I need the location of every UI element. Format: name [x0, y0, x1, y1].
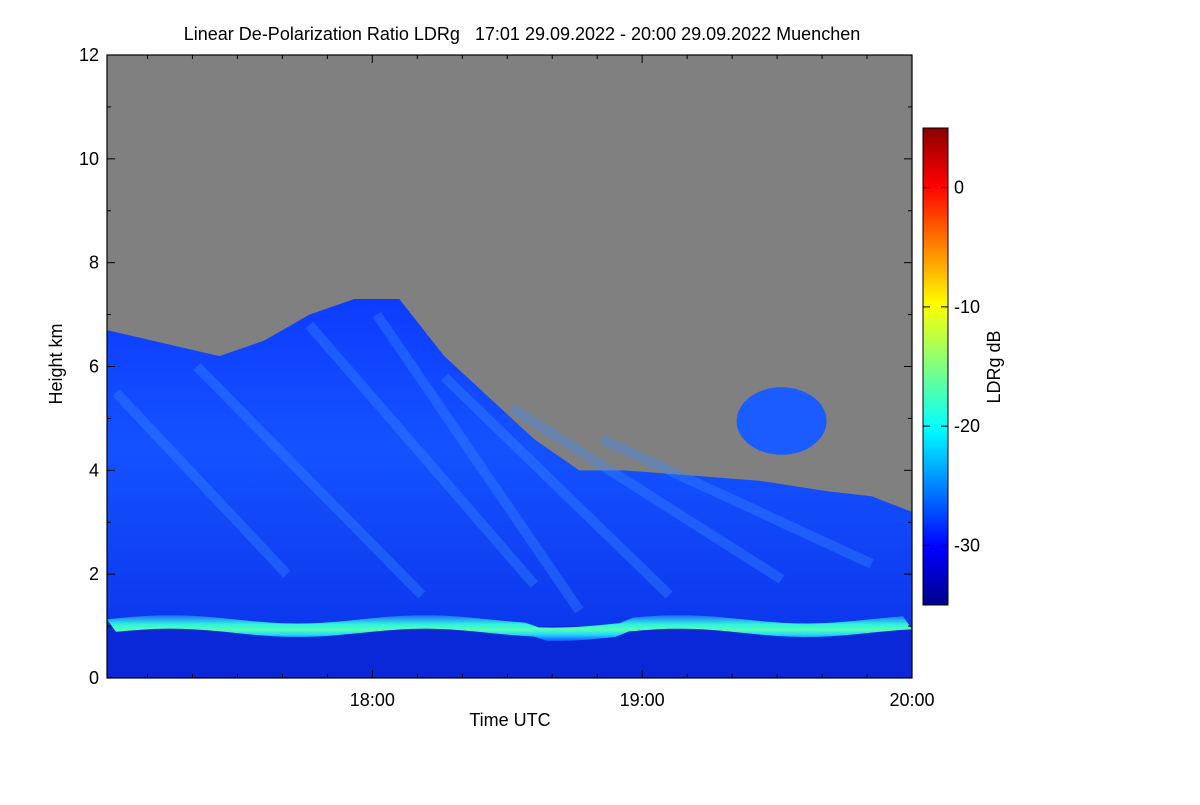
colorbar-tick-label: -30	[954, 535, 980, 555]
y-tick-label: 6	[89, 357, 99, 377]
y-tick-label: 8	[89, 253, 99, 273]
x-tick-label: 19:00	[620, 690, 665, 710]
colorbar-label: LDRg dB	[984, 330, 1004, 403]
fall-streak	[193, 362, 426, 599]
y-tick-label: 0	[89, 668, 99, 688]
upper-cloud-patch	[736, 387, 827, 455]
x-tick-label: 20:00	[889, 690, 934, 710]
y-tick-label: 12	[79, 45, 99, 65]
colorbar-gradient	[922, 127, 949, 606]
cloud-region	[107, 299, 912, 678]
y-tick-label: 2	[89, 564, 99, 584]
colorbar-tick-label: -20	[954, 416, 980, 436]
plot-area	[107, 55, 912, 678]
y-tick-label: 10	[79, 149, 99, 169]
colorbar: 0 -10 -20 -30	[922, 127, 980, 606]
boundary-layer-band	[107, 615, 912, 642]
colorbar-tick-label: -10	[954, 297, 980, 317]
y-axis-label: Height km	[46, 323, 66, 404]
axes: 0 2 4 6 8 10 12 18:00 19:00 20:00	[79, 45, 935, 710]
chart-title: Linear De-Polarization Ratio LDRg 17:01 …	[184, 24, 860, 44]
y-tick-label: 4	[89, 460, 99, 480]
fall-streak	[440, 373, 673, 599]
fall-streak	[305, 321, 539, 588]
fall-streak	[112, 389, 291, 578]
colorbar-tick-label: 0	[954, 178, 964, 198]
x-tick-label: 18:00	[350, 690, 395, 710]
fall-streak	[599, 434, 874, 569]
x-axis-label: Time UTC	[469, 710, 550, 730]
fall-streak	[509, 403, 785, 584]
fall-streak	[372, 311, 584, 614]
